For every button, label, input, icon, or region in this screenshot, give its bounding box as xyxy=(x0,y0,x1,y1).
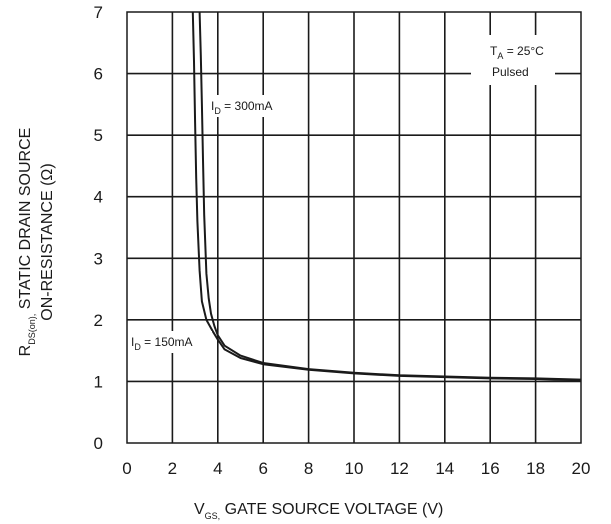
series-label-300ma-bg xyxy=(208,95,296,117)
y-tick-label: 6 xyxy=(94,65,103,84)
x-tick-label: 14 xyxy=(435,459,454,478)
series-line-150ma xyxy=(191,11,582,382)
y-tick-label: 5 xyxy=(94,126,103,145)
y-tick-label: 2 xyxy=(94,311,103,330)
x-tick-label: 4 xyxy=(213,459,222,478)
x-tick-label: 20 xyxy=(572,459,591,478)
x-tick-label: 12 xyxy=(390,459,409,478)
y-axis-title-line1: RDS(on), STATIC DRAIN SOURCE xyxy=(17,128,37,357)
conditions-mode: Pulsed xyxy=(492,65,529,79)
x-tick-label: 0 xyxy=(122,459,131,478)
y-tick-label: 1 xyxy=(94,372,103,391)
y-tick-label: 0 xyxy=(94,434,103,453)
x-tick-label: 16 xyxy=(481,459,500,478)
y-tick-labels: 0 1 2 3 4 5 6 7 xyxy=(94,3,103,453)
x-tick-label: 2 xyxy=(168,459,177,478)
series-label-300ma: ID = 300mA xyxy=(211,99,273,116)
series-label-150ma-bg xyxy=(128,331,212,353)
x-axis-title: VGS, GATE SOURCE VOLTAGE (V) xyxy=(194,501,443,521)
series-group xyxy=(191,11,582,382)
series-label-150ma: ID = 150mA xyxy=(131,335,193,352)
y-tick-label: 4 xyxy=(94,188,103,207)
x-tick-label: 6 xyxy=(258,459,267,478)
x-tick-label: 10 xyxy=(345,459,364,478)
y-axis-title-line2: ON-RESISTANCE (Ω) xyxy=(39,163,56,320)
y-tick-label: 3 xyxy=(94,249,103,268)
conditions-temperature: TA = 25°C xyxy=(490,44,544,61)
x-tick-label: 8 xyxy=(304,459,313,478)
y-tick-label: 7 xyxy=(94,3,103,22)
x-tick-labels: 0 2 4 6 8 10 12 14 16 18 20 xyxy=(122,459,590,478)
conditions-box xyxy=(471,35,555,85)
plot-frame xyxy=(126,11,582,444)
y-axis-title: RDS(on), STATIC DRAIN SOURCE ON-RESISTAN… xyxy=(17,128,56,357)
x-tick-label: 18 xyxy=(526,459,545,478)
